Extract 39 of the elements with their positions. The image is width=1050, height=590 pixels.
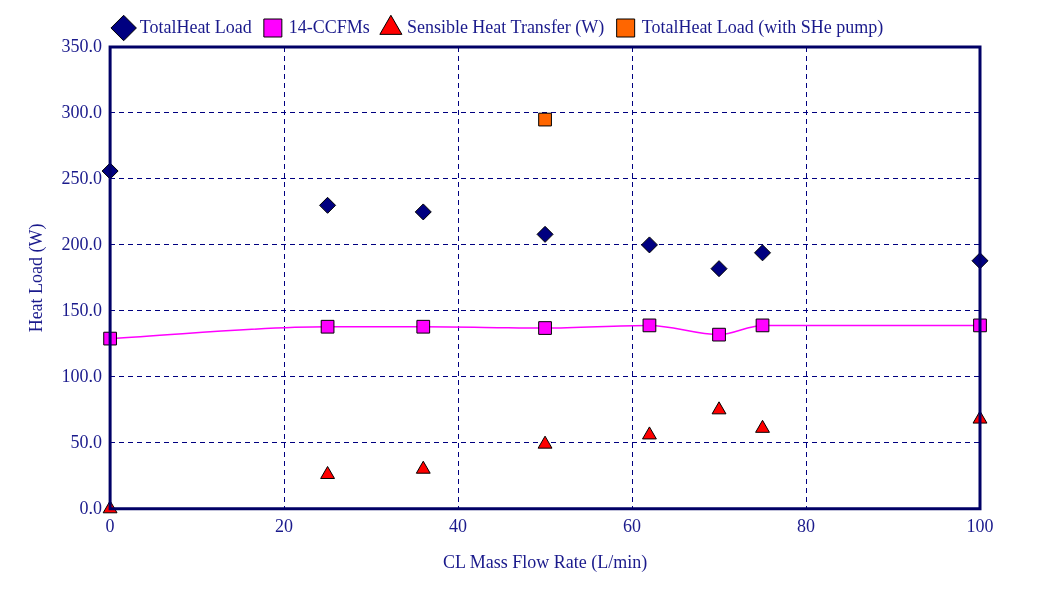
point — [754, 244, 772, 262]
point — [755, 318, 770, 333]
point — [642, 426, 657, 440]
point — [536, 225, 554, 243]
x-tick-label: 0 — [105, 516, 115, 537]
point — [416, 319, 431, 334]
point — [415, 460, 431, 474]
y-tick-label: 350.0 — [61, 35, 103, 56]
x-tick-label: 40 — [449, 516, 468, 537]
legend-label: 14-CCFMs — [288, 16, 370, 37]
point — [711, 401, 727, 415]
point — [712, 327, 726, 342]
y-axis-title: Heat Load (W) — [25, 223, 47, 333]
y-tick-label: 200.0 — [61, 233, 103, 254]
point — [710, 260, 728, 278]
x-tick-label: 60 — [623, 516, 642, 537]
point — [319, 196, 337, 214]
x-axis-title: CL Mass Flow Rate (L/min) — [442, 551, 648, 573]
point — [642, 318, 657, 333]
legend-label: Sensible Heat Transfer (W) — [406, 16, 605, 38]
legend-label: TotalHeat Load (with SHe pump) — [641, 16, 884, 38]
y-tick-label: 300.0 — [61, 101, 103, 122]
point — [755, 419, 770, 433]
point — [640, 236, 658, 254]
point — [538, 112, 552, 127]
x-tick-label: 80 — [797, 516, 816, 537]
x-tick-label: 100 — [966, 516, 994, 537]
point — [538, 321, 552, 335]
point — [537, 435, 553, 449]
y-tick-label: 50.0 — [70, 431, 103, 452]
x-tick-label: 20 — [275, 516, 294, 537]
point — [320, 466, 335, 479]
point — [414, 203, 432, 221]
y-tick-label: 0.0 — [79, 497, 103, 518]
legend-label: TotalHeat Load — [139, 16, 252, 37]
point — [320, 319, 335, 334]
y-tick-label: 150.0 — [61, 299, 103, 320]
y-tick-label: 100.0 — [61, 365, 103, 386]
y-tick-label: 250.0 — [61, 167, 103, 188]
